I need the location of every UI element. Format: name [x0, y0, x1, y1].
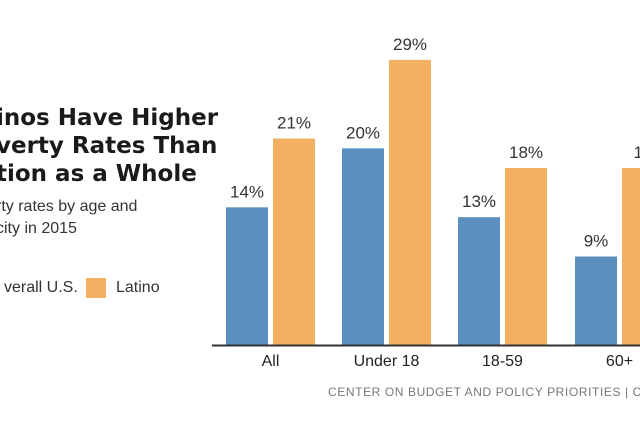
bar-overall-2	[458, 217, 500, 345]
value-label-overall-1: 20%	[346, 123, 380, 142]
title-line-3: tion as a Whole	[0, 161, 197, 187]
value-label-latino-0: 21%	[277, 114, 311, 133]
bar-latino-0	[273, 138, 315, 345]
legend-item-overall: verall U.S.	[0, 278, 78, 298]
legend-label-overall: verall U.S.	[4, 279, 78, 296]
value-label-overall-3: 9%	[584, 232, 609, 251]
category-label-0: All	[262, 353, 280, 370]
bar-latino-3	[622, 168, 640, 345]
bar-latino-1	[389, 59, 431, 345]
bar-latino-2	[505, 168, 547, 345]
category-label-2: 18-59	[482, 353, 523, 370]
legend-label-latino: Latino	[116, 279, 160, 296]
chart-title: inos Have Higher verty Rates Than tion a…	[0, 104, 218, 188]
bar-overall-0	[226, 207, 268, 345]
value-label-latino-3: 18	[634, 143, 640, 162]
value-label-overall-0: 14%	[230, 182, 264, 201]
title-line-1: inos Have Higher	[0, 105, 219, 131]
value-label-overall-2: 13%	[462, 192, 496, 211]
subtitle-line-1: rty rates by age and	[0, 198, 138, 215]
source-credit: CENTER ON BUDGET AND POLICY PRIORITIES |…	[328, 385, 640, 399]
bar-overall-1	[342, 148, 384, 345]
category-label-1: Under 18	[354, 353, 420, 370]
title-line-2: verty Rates Than	[0, 133, 218, 159]
category-label-3: 60+	[606, 353, 633, 370]
chart-subtitle: rty rates by age and city in 2015	[0, 196, 137, 240]
value-label-latino-2: 18%	[509, 143, 543, 162]
subtitle-line-2: city in 2015	[0, 220, 77, 237]
bar-overall-3	[575, 256, 617, 345]
legend-swatch-latino	[86, 278, 106, 298]
value-label-latino-1: 29%	[393, 35, 427, 54]
legend-item-latino: Latino	[86, 278, 160, 298]
